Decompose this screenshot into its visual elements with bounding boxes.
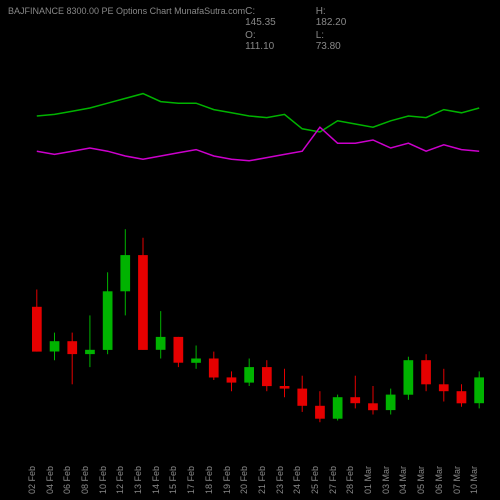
x-tick-label: 12 Feb — [115, 466, 125, 494]
candle-body — [262, 367, 272, 386]
candle-body — [368, 403, 378, 410]
x-tick-label: 05 Mar — [416, 466, 426, 494]
x-tick-label: 10 Mar — [469, 466, 479, 494]
chart-title: BAJFINANCE 8300.00 PE Options Chart Muna… — [8, 6, 245, 16]
x-axis: 02 Feb 04 Feb 06 Feb 08 Feb 10 Feb 12 Feb 13 F… — [0, 440, 500, 500]
candle-body — [457, 391, 467, 403]
x-tick-label: 08 Feb — [80, 466, 90, 494]
x-tick-label: 03 Mar — [381, 466, 391, 494]
candle-body — [50, 341, 60, 351]
chart-root: BAJFINANCE 8300.00 PE Options Chart Muna… — [0, 0, 500, 500]
indicator-line — [37, 94, 479, 132]
x-tick-label: 07 Mar — [452, 466, 462, 494]
candle-body — [32, 307, 42, 352]
candle-body — [209, 359, 219, 378]
candle-body — [138, 255, 148, 350]
x-tick-label: 04 Feb — [45, 466, 55, 494]
chart-svg — [0, 40, 500, 440]
x-tick-label: 27 Feb — [328, 466, 338, 494]
candle-body — [120, 255, 130, 291]
candle-body — [85, 350, 95, 354]
x-tick-label: 13 Feb — [133, 466, 143, 494]
x-tick-label: 18 Feb — [204, 466, 214, 494]
ohlc-c-val: 145.35 — [245, 17, 276, 28]
candle-body — [474, 377, 484, 403]
candle-body — [280, 386, 290, 389]
ohlc-c: C: 145.35 — [245, 6, 276, 28]
candle-body — [404, 360, 414, 395]
x-tick-label: 25 Feb — [310, 466, 320, 494]
candle-body — [386, 395, 396, 411]
x-tick-label: 15 Feb — [168, 466, 178, 494]
candle-body — [67, 341, 77, 354]
x-tick-label: 02 Feb — [27, 466, 37, 494]
x-tick-label: 19 Feb — [222, 466, 232, 494]
x-tick-label: 23 Feb — [275, 466, 285, 494]
candle-body — [244, 367, 254, 383]
x-tick-label: 06 Feb — [62, 466, 72, 494]
indicator-line — [37, 127, 479, 161]
candle-body — [227, 377, 237, 382]
candle-body — [439, 384, 449, 391]
x-tick-label: 24 Feb — [292, 466, 302, 494]
x-tick-label: 14 Feb — [151, 466, 161, 494]
candle-body — [103, 291, 113, 350]
x-tick-label: 28 Feb — [345, 466, 355, 494]
candle-body — [191, 359, 201, 363]
x-tick-label: 17 Feb — [186, 466, 196, 494]
x-tick-label: 21 Feb — [257, 466, 267, 494]
candle-body — [333, 397, 343, 419]
ohlc-h-val: 182.20 — [316, 17, 347, 28]
ohlc-h: H: 182.20 — [316, 6, 347, 28]
x-tick-label: 10 Feb — [98, 466, 108, 494]
x-tick-label: 01 Mar — [363, 466, 373, 494]
candle-body — [156, 337, 166, 350]
chart-area — [0, 40, 500, 440]
x-tick-label: 06 Mar — [434, 466, 444, 494]
candle-body — [315, 406, 325, 419]
candle-body — [350, 397, 360, 403]
candle-body — [421, 360, 431, 384]
x-tick-label: 20 Feb — [239, 466, 249, 494]
x-tick-label: 04 Mar — [398, 466, 408, 494]
candle-body — [297, 389, 307, 406]
candle-body — [174, 337, 184, 363]
